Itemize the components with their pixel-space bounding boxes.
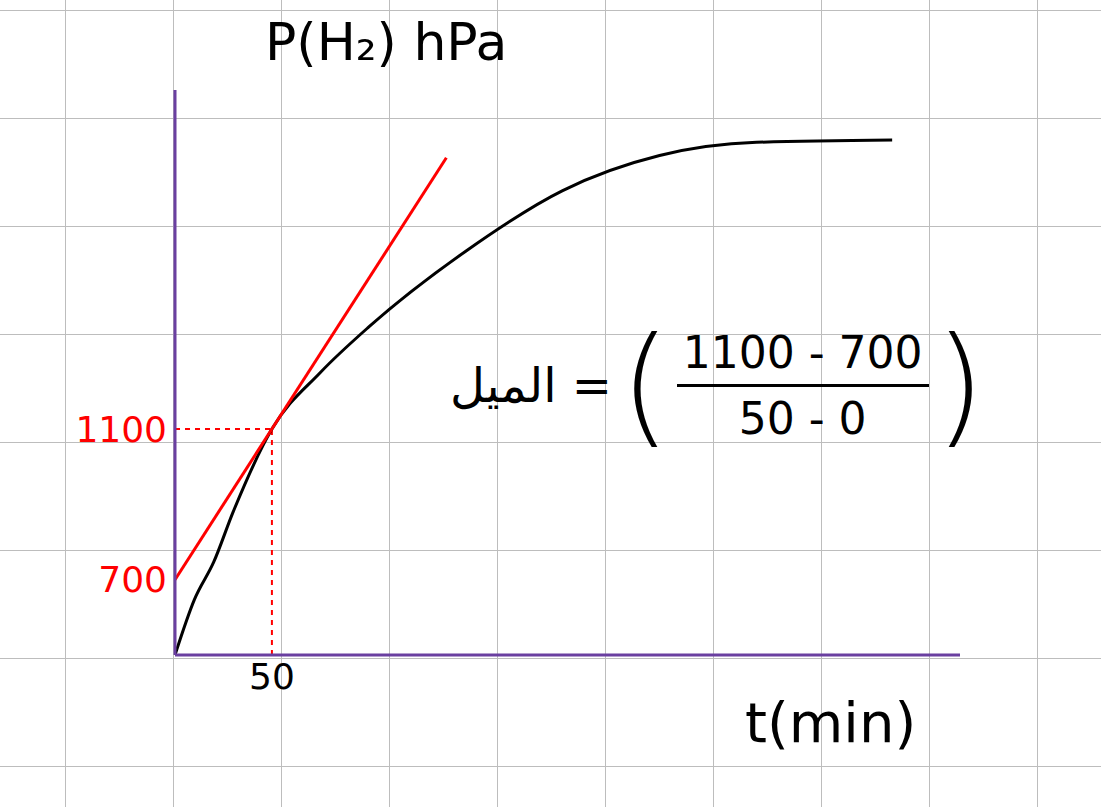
html-text:t(min): t(min) bbox=[745, 690, 917, 755]
html-text:1100 - 700: 1100 - 700 bbox=[682, 326, 923, 378]
html-text:P(H₂) hPa: P(H₂) hPa bbox=[265, 12, 508, 72]
svg-text:700: 700 bbox=[98, 559, 167, 600]
svg-text:50: 50 bbox=[249, 656, 295, 697]
svg-text:1100: 1100 bbox=[75, 409, 167, 450]
html-text:الميل =: الميل = bbox=[450, 357, 612, 413]
html-text:50 - 0: 50 - 0 bbox=[738, 392, 867, 444]
